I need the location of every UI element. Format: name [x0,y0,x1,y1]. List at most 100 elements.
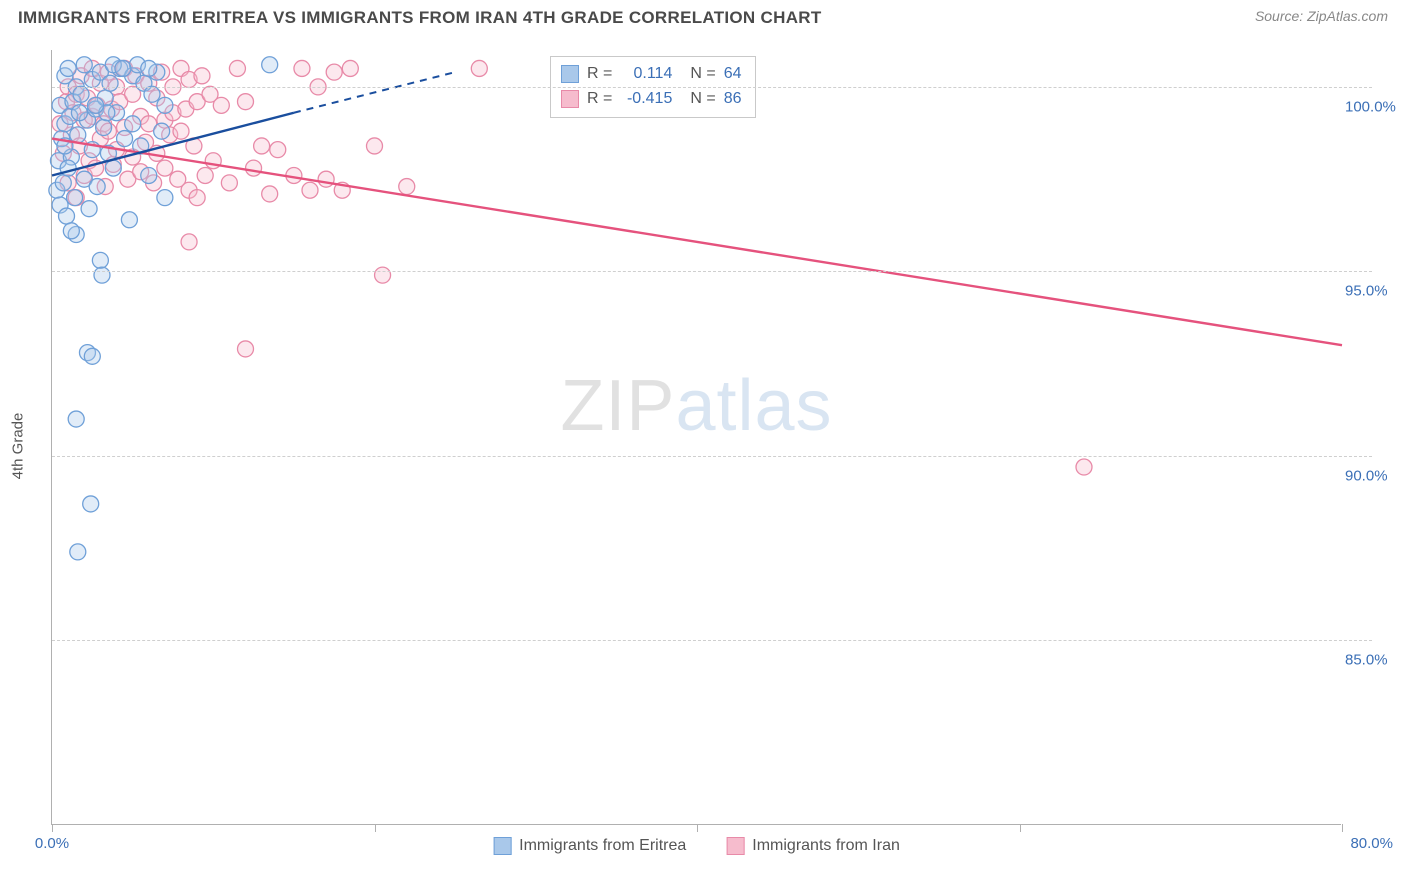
data-point-iran [189,190,205,206]
data-point-eritrea [117,131,133,147]
chart-title: IMMIGRANTS FROM ERITREA VS IMMIGRANTS FR… [18,8,822,28]
data-point-iran [221,175,237,191]
r-label: R = [587,87,612,112]
data-point-iran [326,64,342,80]
data-point-iran [262,186,278,202]
data-point-eritrea [59,208,75,224]
r-value-eritrea: 0.114 [620,62,672,87]
data-point-eritrea [141,167,157,183]
data-point-eritrea [115,60,131,76]
data-point-iran [367,138,383,154]
data-point-iran [399,179,415,195]
data-point-eritrea [70,544,86,560]
data-point-iran [197,167,213,183]
data-point-iran [238,94,254,110]
data-point-eritrea [141,60,157,76]
data-point-iran [157,160,173,176]
data-point-eritrea [262,57,278,73]
legend-item-iran: Immigrants from Iran [726,837,900,855]
data-point-eritrea [89,179,105,195]
x-tick [697,824,698,832]
data-point-iran [173,123,189,139]
legend-label-eritrea: Immigrants from Eritrea [519,837,686,855]
x-tick [375,824,376,832]
data-point-iran [270,142,286,158]
chart-svg [52,50,1341,824]
y-tick-label: 85.0% [1345,652,1397,669]
data-point-eritrea [105,160,121,176]
y-tick-label: 95.0% [1345,283,1397,300]
data-point-eritrea [88,97,104,113]
y-tick-label: 100.0% [1345,98,1397,115]
data-point-eritrea [157,97,173,113]
data-point-eritrea [71,105,87,121]
data-point-eritrea [94,267,110,283]
n-label: N = [690,62,715,87]
data-point-iran [246,160,262,176]
trend-line [52,139,1342,346]
data-point-eritrea [60,60,76,76]
x-tick [1342,824,1343,832]
x-tick-label: 0.0% [35,835,69,852]
chart-source: Source: ZipAtlas.com [1255,8,1388,24]
x-tick [52,824,53,832]
data-point-iran [302,182,318,198]
data-point-eritrea [55,175,71,191]
data-point-eritrea [67,190,83,206]
plot-area: ZIPatlas R = 0.114 N = 64 R = -0.415 N =… [51,50,1341,825]
data-point-eritrea [96,120,112,136]
swatch-eritrea [561,65,579,83]
source-value: ZipAtlas.com [1307,8,1388,24]
data-point-iran [238,341,254,357]
bottom-legend: Immigrants from Eritrea Immigrants from … [493,837,900,855]
data-point-iran [294,60,310,76]
chart-header: IMMIGRANTS FROM ERITREA VS IMMIGRANTS FR… [18,8,1388,28]
legend-swatch-eritrea [493,837,511,855]
stats-row-eritrea: R = 0.114 N = 64 [561,62,741,87]
x-tick [1020,824,1021,832]
data-point-iran [342,60,358,76]
data-point-eritrea [83,496,99,512]
gridline [52,640,1372,641]
data-point-iran [181,234,197,250]
data-point-eritrea [73,86,89,102]
data-point-eritrea [70,127,86,143]
data-point-eritrea [68,411,84,427]
data-point-iran [375,267,391,283]
data-point-eritrea [157,190,173,206]
gridline [52,271,1372,272]
stats-row-iran: R = -0.415 N = 86 [561,87,741,112]
r-value-iran: -0.415 [620,87,672,112]
gridline [52,87,1372,88]
gridline [52,456,1372,457]
legend-swatch-iran [726,837,744,855]
data-point-eritrea [92,252,108,268]
data-point-iran [229,60,245,76]
source-label: Source: [1255,8,1303,24]
data-point-eritrea [63,223,79,239]
data-point-iran [254,138,270,154]
data-point-iran [213,97,229,113]
swatch-iran [561,90,579,108]
y-axis-label: 4th Grade [10,413,27,480]
y-tick-label: 90.0% [1345,467,1397,484]
legend-item-eritrea: Immigrants from Eritrea [493,837,686,855]
data-point-eritrea [76,57,92,73]
legend-label-iran: Immigrants from Iran [752,837,900,855]
n-label: N = [690,87,715,112]
x-tick-label: 80.0% [1350,835,1393,852]
data-point-eritrea [102,75,118,91]
n-value-iran: 86 [724,87,742,112]
data-point-iran [1076,459,1092,475]
data-point-eritrea [125,116,141,132]
r-label: R = [587,62,612,87]
data-point-eritrea [121,212,137,228]
data-point-eritrea [84,348,100,364]
data-point-iran [194,68,210,84]
n-value-eritrea: 64 [724,62,742,87]
data-point-iran [471,60,487,76]
data-point-eritrea [81,201,97,217]
data-point-eritrea [154,123,170,139]
data-point-eritrea [144,86,160,102]
data-point-iran [318,171,334,187]
